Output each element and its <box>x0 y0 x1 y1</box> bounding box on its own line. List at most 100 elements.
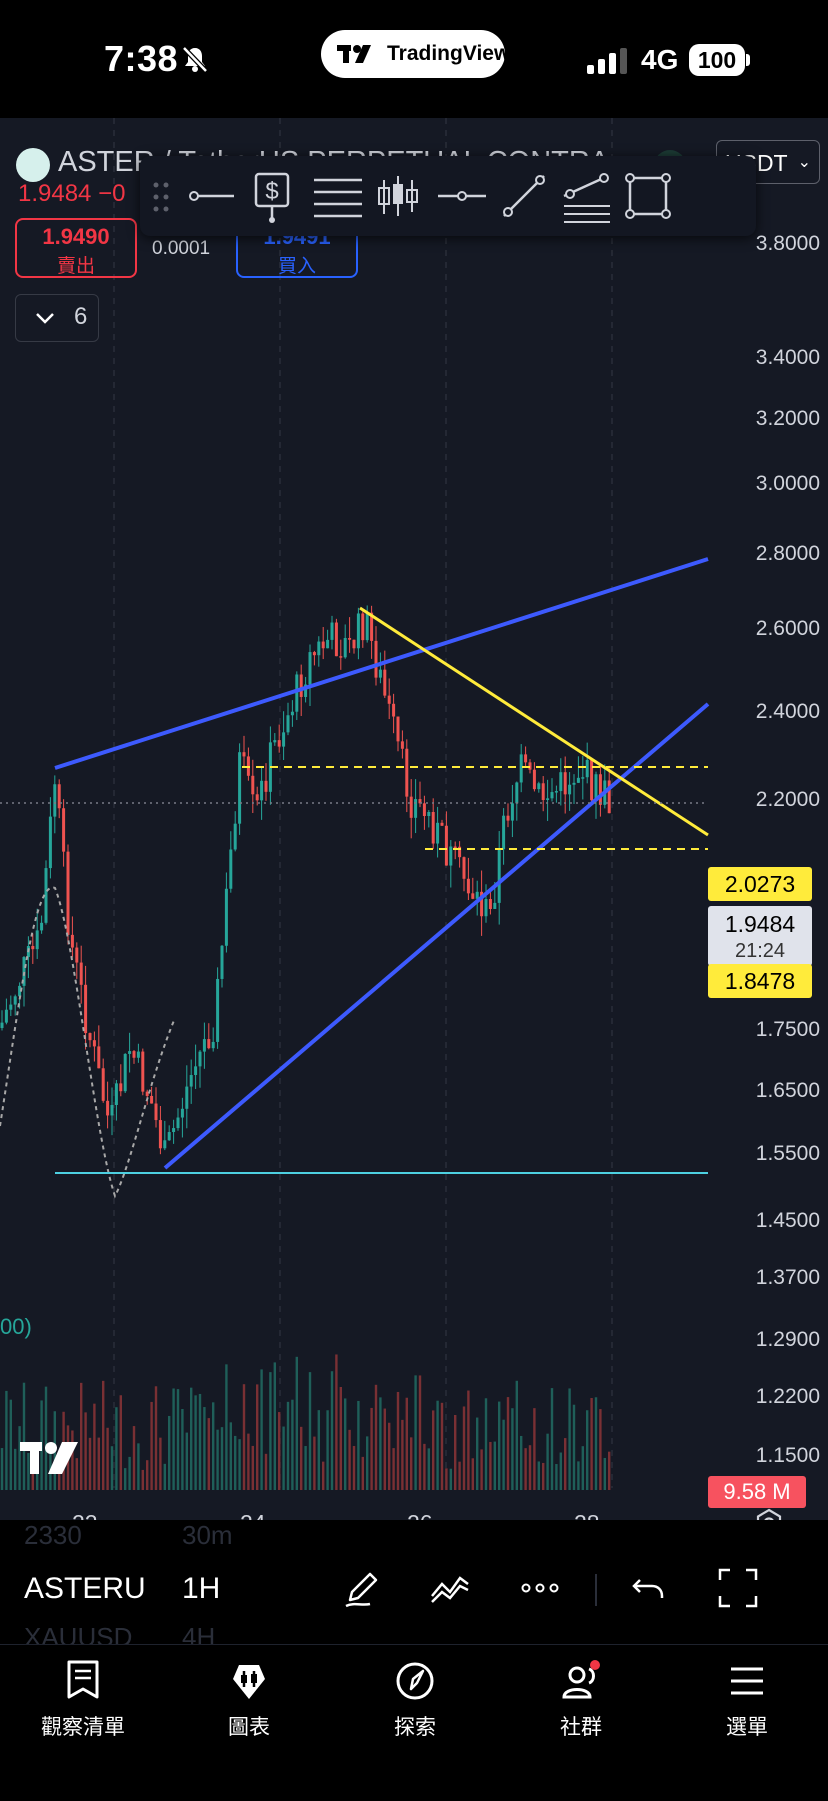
last-price-change: 1.9484 −0 <box>18 180 126 207</box>
candle-body <box>541 783 545 800</box>
horizontal-ray-icon[interactable] <box>182 166 242 226</box>
aster-coin-icon <box>16 148 50 182</box>
candle-body <box>194 1066 198 1076</box>
candle-body <box>145 1091 149 1096</box>
candle-body <box>471 893 475 899</box>
volume-bar <box>269 1372 272 1490</box>
candle-body <box>431 812 435 844</box>
tab-label: 選單 <box>726 1716 768 1739</box>
volume-bar <box>581 1446 584 1490</box>
rectangle-icon[interactable] <box>618 166 678 226</box>
volume-bar <box>410 1437 413 1490</box>
fib-channel-icon[interactable] <box>556 166 616 226</box>
candle-body <box>449 846 453 866</box>
volume-bar <box>564 1438 567 1490</box>
chart-settings-icon[interactable] <box>754 1508 784 1520</box>
price-axis-label: 1.2900 <box>755 1328 820 1351</box>
horizontal-line-icon[interactable] <box>432 166 492 226</box>
symbol-selector[interactable]: ASTERU <box>24 1572 146 1605</box>
volume-bar <box>454 1415 457 1490</box>
tab-explore[interactable]: 探索 <box>332 1645 498 1765</box>
volume-bar <box>458 1461 461 1490</box>
chevron-down-icon <box>36 313 54 324</box>
indicators-icon[interactable] <box>428 1566 472 1610</box>
candle-body <box>330 622 334 640</box>
candle-body <box>497 849 501 903</box>
fullscreen-icon[interactable] <box>716 1566 760 1610</box>
candle-body <box>590 759 594 801</box>
candle-body <box>220 945 224 979</box>
candlestick-chart[interactable] <box>0 118 828 1520</box>
candle-body <box>576 777 580 783</box>
volume-bar <box>537 1461 540 1490</box>
trend-line-icon[interactable] <box>494 166 554 226</box>
community-icon <box>562 1660 600 1699</box>
candle-body <box>40 922 44 931</box>
price-axis-label: 3.0000 <box>755 472 820 495</box>
volume-bar <box>22 1382 26 1490</box>
tradingview-logo-icon <box>337 45 371 63</box>
candles-tool-icon[interactable] <box>368 166 428 226</box>
candle-body <box>537 783 541 790</box>
volume-bar <box>168 1415 171 1490</box>
volume-bar <box>5 1390 8 1490</box>
price-label-icon[interactable]: $ <box>242 166 302 226</box>
indicator-value-label: 00) <box>0 1314 32 1339</box>
candle-body <box>282 732 286 747</box>
undo-icon[interactable] <box>626 1566 670 1610</box>
chart-area[interactable]: ASTER / TetherUS PERPETUAL CONTRA... USD… <box>0 118 828 1520</box>
tab-chart[interactable]: 圖表 <box>166 1645 332 1765</box>
candle-body <box>101 1068 105 1101</box>
volume-bar <box>348 1429 351 1490</box>
volume-bar <box>304 1446 307 1490</box>
price-axis-label: 1.3700 <box>755 1266 820 1289</box>
pen-drawing-icon[interactable] <box>340 1566 384 1610</box>
volume-bar <box>234 1435 237 1490</box>
chart-controls-bar: 2330 30m XAUUSD 4H ASTERU 1H <box>0 1520 828 1644</box>
candle-body <box>607 780 611 814</box>
volume-bar <box>124 1468 127 1490</box>
parallel-lines-icon[interactable] <box>308 166 368 226</box>
controls-divider <box>595 1574 597 1606</box>
indicators-collapse-button[interactable]: 6 <box>15 294 99 342</box>
sell-button[interactable]: 1.9490 賣出 <box>15 218 137 278</box>
candle-body <box>123 1053 127 1092</box>
candle-body <box>581 777 585 779</box>
time-axis-label: 24 <box>240 1510 266 1520</box>
volume-bar <box>586 1410 589 1490</box>
volume-bar <box>577 1461 580 1490</box>
volume-bar <box>247 1433 250 1490</box>
volume-bar <box>84 1412 87 1490</box>
candle-body <box>53 784 57 817</box>
price-axis-label: 1.2200 <box>755 1385 820 1408</box>
tab-menu[interactable]: 選單 <box>664 1645 828 1765</box>
candle-body <box>546 798 550 800</box>
candle-body <box>22 957 26 986</box>
time-axis-label: 22 <box>72 1510 98 1520</box>
tab-label: 探索 <box>394 1716 436 1739</box>
volume-bar <box>119 1395 122 1490</box>
volume-bar <box>326 1410 329 1490</box>
candle-body <box>224 888 228 946</box>
candle-body <box>233 823 237 850</box>
interval-selector[interactable]: 1H <box>182 1572 221 1605</box>
tradingview-pill[interactable]: TradingView <box>321 30 510 78</box>
volume-bar <box>594 1397 598 1490</box>
candle-body <box>524 754 528 763</box>
tab-watchlist[interactable]: 觀察清單 <box>0 1645 166 1765</box>
candle-body <box>13 996 17 1005</box>
volume-bar <box>220 1427 224 1490</box>
drag-handle-icon[interactable] <box>152 180 170 214</box>
candle-body <box>92 1040 96 1047</box>
candle-body <box>242 752 246 757</box>
volume-bar <box>515 1380 518 1490</box>
volume-bar <box>93 1403 96 1490</box>
tab-community[interactable]: 社群 <box>498 1645 664 1765</box>
more-icon[interactable] <box>518 1566 562 1610</box>
volume-bar <box>498 1401 501 1490</box>
network-type: 4G <box>641 44 679 75</box>
candle-body <box>339 656 343 658</box>
volume-bar <box>278 1412 281 1490</box>
status-time: 7:38 <box>104 38 179 79</box>
volume-bar <box>374 1384 378 1490</box>
